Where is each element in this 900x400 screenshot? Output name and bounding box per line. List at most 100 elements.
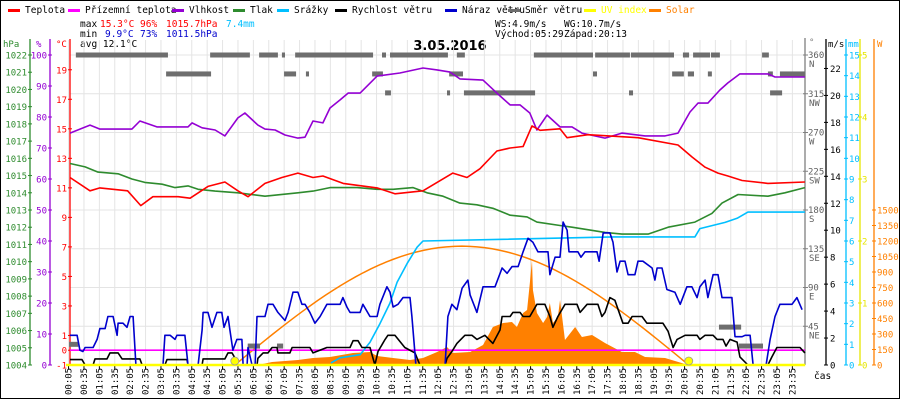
x-tick-label: 14:05 <box>496 368 506 395</box>
temperature-tick-label: 9 <box>62 214 67 224</box>
rain-tick-label: 8 <box>849 196 854 206</box>
direction-compass-label: W <box>809 138 815 148</box>
direction-compass-label: NE <box>809 331 820 341</box>
rain-tick-label: 13 <box>849 93 860 103</box>
wind-direction-segment <box>281 52 285 58</box>
x-tick-label: 05:05 <box>219 368 229 395</box>
wind-direction-segment <box>449 71 464 77</box>
wind-tick-label: 20 <box>830 92 841 102</box>
wind-tick-label: 8 <box>830 254 835 264</box>
rain-tick-label: 15 <box>849 52 860 62</box>
wind-tick-label: 18 <box>830 119 841 129</box>
wind-direction-segment <box>629 90 634 96</box>
wind-direction-segment <box>779 71 805 77</box>
humidity-tick-label: 0 <box>42 362 47 372</box>
pressure-tick-label: 1019 <box>5 103 27 113</box>
pressure-tick-label: 1022 <box>5 52 27 62</box>
humidity-tick-label: 30 <box>36 269 47 279</box>
wind-direction-segment <box>385 90 391 96</box>
legend-item-label: Vlhkost <box>189 5 229 16</box>
x-tick-label: 15:05 <box>527 368 537 395</box>
direction-tick-label: 360 <box>808 51 824 61</box>
pressure-tick-label: 1005 <box>5 344 27 354</box>
x-tick-label: 22:05 <box>742 368 752 395</box>
x-tick-label: 16:05 <box>557 368 567 395</box>
wind-direction-segment <box>463 90 536 96</box>
x-tick-label: 16:35 <box>573 368 583 395</box>
stats-rain-total: 7.4mm <box>226 19 255 30</box>
x-tick-label: 23:35 <box>788 368 798 395</box>
stats-wind-gust: WG:10.7m/s <box>564 19 621 30</box>
direction-tick-label: 135 <box>808 245 824 255</box>
temperature-tick-label: 0 <box>62 347 67 357</box>
stats-sunrise: Východ:05:29 <box>495 29 564 40</box>
stats-min-label: min <box>80 29 97 40</box>
wind-direction-segment <box>382 52 387 58</box>
x-tick-label: 13:35 <box>480 368 490 395</box>
solar-tick-label: 1200 <box>877 238 899 248</box>
humidity-tick-label: 10 <box>36 331 47 341</box>
x-tick-label: 21:05 <box>711 368 721 395</box>
humidity-axis-unit: % <box>36 40 42 50</box>
humidity-tick-label: 100 <box>31 52 47 62</box>
solar-measured-area <box>257 260 688 365</box>
humidity-line <box>69 67 805 139</box>
wind-direction-segment <box>533 52 593 58</box>
stats-max-humidity: 96% <box>140 19 157 30</box>
plot-area <box>66 52 806 367</box>
wind-tick-label: 12 <box>830 200 841 210</box>
wind-direction-segment <box>75 52 168 58</box>
pressure-tick-label: 1004 <box>5 362 27 372</box>
wind-direction-segment <box>693 52 711 58</box>
wind-direction-segment <box>259 52 278 58</box>
wind-direction-segment <box>595 52 630 58</box>
wind-direction-segment <box>456 52 465 58</box>
pressure-tick-label: 1016 <box>5 155 27 165</box>
temperature-tick-label: -1 <box>56 362 67 372</box>
wind-direction-segment <box>166 71 212 77</box>
wind-speed-line <box>70 296 806 366</box>
wind-direction-segment <box>390 52 448 58</box>
wind-tick-label: 4 <box>830 308 835 318</box>
x-tick-label: 09:35 <box>357 368 367 395</box>
axes: hPa1004100510061007100810091010101110121… <box>3 38 899 372</box>
temperature-axis-unit: °C <box>56 40 67 50</box>
pressure-tick-label: 1013 <box>5 207 27 217</box>
legend-item-label: Směr větru <box>525 5 582 16</box>
wind-tick-label: 6 <box>830 281 835 291</box>
pressure-tick-label: 1006 <box>5 327 27 337</box>
pressure-tick-label: 1008 <box>5 293 27 303</box>
direction-tick-label: 180 <box>808 206 824 216</box>
stats-wind-speed: WS:4.9m/s <box>495 19 546 30</box>
stats-max-pressure: 1015.7hPa <box>166 19 217 30</box>
x-tick-label: 18:05 <box>619 368 629 395</box>
pressure-tick-label: 1012 <box>5 224 27 234</box>
x-tick-label: 13:05 <box>465 368 475 395</box>
x-tick-label: 06:35 <box>265 368 275 395</box>
x-tick-label: 10:35 <box>388 368 398 395</box>
x-tick-label: 08:05 <box>311 368 321 395</box>
legend-swatch <box>649 9 661 12</box>
direction-compass-label: S <box>809 215 814 225</box>
wind-direction-segment <box>672 71 684 77</box>
x-tick-label: 06:05 <box>249 368 259 395</box>
direction-compass-label: NW <box>809 99 820 109</box>
solar-tick-label: 900 <box>877 269 893 279</box>
pressure-tick-label: 1017 <box>5 138 27 148</box>
solar-tick-label: 1500 <box>877 207 899 217</box>
uv-tick-label: 4 <box>862 114 867 124</box>
stats-max-label: max <box>80 19 97 30</box>
solar-tick-label: 0 <box>877 362 882 372</box>
wind-direction-segment <box>630 52 674 58</box>
wind-direction-segment <box>687 71 695 77</box>
solar-theoretical-line <box>234 245 690 366</box>
x-tick-label: 00:05 <box>65 368 75 395</box>
uv-tick-label: 3 <box>862 176 867 186</box>
stats-min-pressure: 1011.5hPa <box>166 29 217 40</box>
stats-sunset: Západ:20:13 <box>564 29 627 40</box>
legend-item-label: Teplota <box>25 5 65 16</box>
temperature-tick-label: 19 <box>56 66 67 76</box>
wind-direction-segment <box>762 52 769 58</box>
